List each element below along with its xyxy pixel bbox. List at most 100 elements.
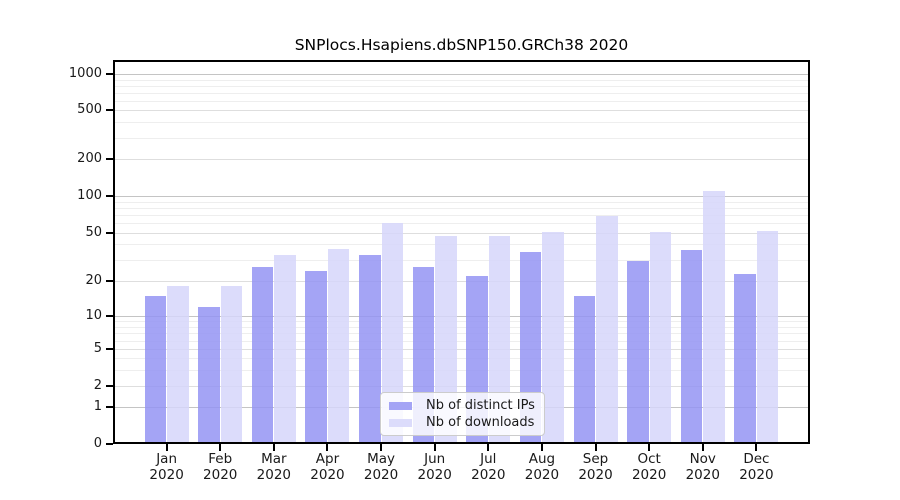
- x-tick-label-jun-2020: Jun 2020: [417, 451, 452, 483]
- y-tick-label-50: 50: [85, 224, 102, 240]
- y-tick-200: [106, 158, 113, 161]
- x-tick-feb: [219, 444, 222, 451]
- x-tick-dec: [755, 444, 758, 451]
- x-tick-label-mar-2020: Mar 2020: [256, 451, 292, 483]
- y-tick-label-1: 1: [93, 399, 102, 415]
- legend: Nb of distinct IPs Nb of downloads: [380, 392, 545, 436]
- bar-nb-of-distinct-ips-jan-2020: [144, 295, 167, 444]
- bar-nb-of-distinct-ips-dec-2020: [734, 273, 756, 444]
- y-tick-500: [106, 109, 113, 112]
- bar-nb-of-downloads-dec-2020: [756, 230, 779, 444]
- bar-nb-of-downloads-sep-2020: [596, 216, 618, 444]
- x-tick-label-oct-2020: Oct 2020: [631, 451, 667, 483]
- x-tick-jan: [165, 444, 168, 451]
- y-tick-label-2: 2: [93, 378, 102, 393]
- x-tick-apr: [326, 444, 329, 451]
- y-tick-5: [106, 348, 113, 351]
- gridline-800: [113, 85, 810, 87]
- x-tick-label-feb-2020: Feb 2020: [203, 451, 238, 483]
- gridline-2: [113, 386, 810, 387]
- y-tick-100: [106, 195, 113, 197]
- x-tick-may: [380, 444, 383, 451]
- bar-nb-of-distinct-ips-sep-2020: [573, 295, 596, 444]
- x-tick-aug: [540, 444, 543, 451]
- y-tick-2: [106, 385, 113, 387]
- x-tick-jul: [487, 444, 490, 451]
- bar-nb-of-downloads-oct-2020: [649, 231, 672, 444]
- gridline-3: [113, 369, 810, 371]
- bar-nb-of-downloads-feb-2020: [220, 286, 243, 444]
- y-tick-label-5: 5: [93, 341, 102, 357]
- bar-nb-of-downloads-jul-2020: [488, 235, 511, 444]
- gridline-10: [113, 316, 810, 317]
- gridline-6: [113, 340, 810, 342]
- gridline-60: [113, 223, 810, 225]
- x-tick-oct: [648, 444, 651, 451]
- bar-nb-of-downloads-nov-2020: [703, 190, 725, 444]
- gridline-200: [113, 159, 810, 161]
- y-tick-1000: [106, 73, 113, 75]
- legend-label-distinct-ips: Nb of distinct IPs: [426, 398, 535, 413]
- gridline-30: [113, 259, 810, 261]
- gridline-80: [113, 207, 810, 209]
- bar-nb-of-downloads-aug-2020: [542, 231, 564, 444]
- gridline-40: [113, 244, 810, 246]
- legend-item-downloads: Nb of downloads: [389, 414, 536, 431]
- x-tick-label-jul-2020: Jul 2020: [471, 451, 506, 483]
- legend-item-distinct-ips: Nb of distinct IPs: [389, 397, 536, 414]
- gridline-500: [113, 110, 810, 112]
- y-tick-label-10: 10: [85, 308, 102, 323]
- downloads-swatch-icon: [389, 418, 412, 427]
- x-tick-label-may-2020: May 2020: [363, 451, 399, 483]
- y-tick-50: [106, 231, 113, 234]
- gridline-700: [113, 92, 810, 94]
- y-tick-label-20: 20: [85, 273, 102, 288]
- plot-area: [113, 60, 810, 444]
- x-tick-label-sep-2020: Sep 2020: [578, 451, 613, 483]
- x-tick-label-nov-2020: Nov 2020: [685, 451, 720, 483]
- x-tick-jun: [433, 444, 436, 451]
- y-tick-label-100: 100: [77, 188, 102, 203]
- bar-nb-of-downloads-jan-2020: [167, 286, 189, 444]
- gridline-70: [113, 214, 810, 216]
- gridline-5: [113, 349, 810, 351]
- gridline-90: [113, 201, 810, 203]
- gridline-600: [113, 100, 810, 102]
- y-tick-10: [106, 315, 113, 317]
- y-tick-label-500: 500: [77, 102, 102, 118]
- y-tick-label-1000: 1000: [68, 66, 102, 81]
- x-tick-label-dec-2020: Dec 2020: [739, 451, 774, 483]
- y-tick-20: [106, 280, 113, 282]
- gridline-9: [113, 321, 810, 323]
- bar-nb-of-distinct-ips-nov-2020: [680, 250, 703, 444]
- gridline-4: [113, 358, 810, 360]
- x-tick-sep: [594, 444, 597, 451]
- legend-label-downloads: Nb of downloads: [426, 415, 535, 430]
- bar-nb-of-downloads-may-2020: [381, 223, 404, 444]
- bar-nb-of-distinct-ips-apr-2020: [305, 271, 327, 444]
- gridline-1000: [113, 74, 810, 75]
- x-tick-mar: [272, 444, 275, 451]
- bar-nb-of-distinct-ips-feb-2020: [198, 306, 220, 444]
- gridline-400: [113, 122, 810, 124]
- gridline-50: [113, 232, 810, 234]
- y-tick-1: [106, 406, 113, 409]
- gridline-7: [113, 333, 810, 335]
- x-tick-label-apr-2020: Apr 2020: [310, 451, 345, 483]
- x-tick-label-jan-2020: Jan 2020: [149, 451, 184, 483]
- y-tick-0: [106, 443, 113, 445]
- gridline-300: [113, 137, 810, 139]
- bar-nb-of-distinct-ips-may-2020: [359, 254, 381, 444]
- x-tick-nov: [701, 444, 704, 451]
- y-tick-label-200: 200: [77, 151, 102, 167]
- bar-nb-of-distinct-ips-mar-2020: [251, 267, 274, 444]
- bar-nb-of-downloads-mar-2020: [274, 254, 296, 444]
- y-tick-label-0: 0: [93, 436, 102, 451]
- x-tick-label-aug-2020: Aug 2020: [524, 451, 560, 483]
- gridline-100: [113, 196, 810, 197]
- distinct-ips-swatch-icon: [389, 401, 412, 410]
- gridline-20: [113, 281, 810, 282]
- gridline-8: [113, 326, 810, 328]
- bar-nb-of-downloads-jun-2020: [435, 235, 457, 444]
